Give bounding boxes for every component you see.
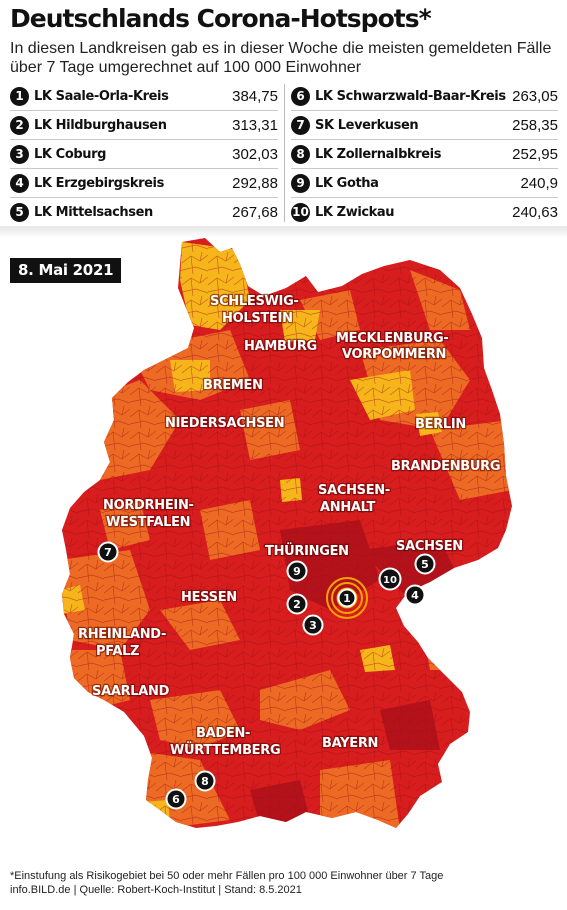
list-item: 6 LK Schwarzwald-Baar-Kreis 263,05 [291,82,558,111]
column-divider [284,84,285,222]
list-item: 1 LK Saale-Orla-Kreis 384,75 [10,82,278,111]
svg-text:5: 5 [421,558,429,571]
incidence-value: 258,35 [512,116,558,134]
rank-badge: 6 [291,86,310,106]
state-label-schleswig-holstein-2: HOLSTEIN [222,311,293,326]
state-label-rheinland-pfalz-1: RHEINLAND- [78,627,166,642]
page-subtitle: In diesen Landkreisen gab es in dieser W… [10,40,552,76]
date-badge: 8. Mai 2021 [10,258,122,283]
state-label-schleswig-holstein-1: SCHLESWIG- [210,294,299,309]
rank-badge: 9 [291,173,310,193]
incidence-value: 252,95 [512,145,558,163]
rank-badge: 10 [291,202,310,222]
district-name: LK Zollernalbkreis [315,146,442,162]
svg-text:1: 1 [343,592,351,605]
state-label-bayern: BAYERN [322,736,378,751]
hotspot-list-left: 1 LK Saale-Orla-Kreis 384,75 2 LK Hildburgh… [10,82,278,227]
state-label-brandenburg: BRANDENBURG [391,459,500,474]
state-label-nrw-2: WESTFALEN [106,515,190,530]
hotspot-marker-8: 8 [194,770,216,792]
svg-text:3: 3 [309,619,317,632]
district-name: LK Zwickau [315,204,395,220]
list-item: 9 LK Gotha 240,9 [291,169,558,198]
hotspot-marker-9: 9 [286,560,308,582]
district-name: LK Schwarzwald-Baar-Kreis [315,88,506,104]
svg-text:8: 8 [201,775,209,788]
list-item: 5 LK Mittelsachsen 267,68 [10,198,278,227]
hotspot-marker-2: 2 [286,593,308,615]
hotspot-marker-3: 3 [302,614,324,636]
svg-text:2: 2 [293,598,301,611]
state-label-niedersachsen: NIEDERSACHSEN [165,416,284,431]
page-title: Deutschlands Corona-Hotspots* [10,4,432,33]
hotspot-marker-1: 1 [337,588,357,608]
footnote: *Einstufung als Risikogebiet bei 50 oder… [10,869,560,897]
incidence-value: 313,31 [232,116,278,134]
hotspot-marker-4: 4 [404,584,426,606]
district-name: SK Leverkusen [315,117,419,133]
rank-badge: 2 [10,115,29,135]
rank-badge: 7 [291,115,310,135]
list-item: 3 LK Coburg 302,03 [10,140,278,169]
district-name: LK Hildburghausen [34,117,167,133]
district-name: LK Coburg [34,146,107,162]
rank-badge: 4 [10,173,29,193]
state-label-sachsen: SACHSEN [396,539,463,554]
svg-text:10: 10 [383,575,397,586]
list-item: 8 LK Zollernalbkreis 252,95 [291,140,558,169]
list-item: 10 LK Zwickau 240,63 [291,198,558,227]
rank-badge: 3 [10,144,29,164]
rank-badge: 5 [10,202,29,222]
state-label-hessen: HESSEN [181,590,237,605]
rank-badge: 8 [291,144,310,164]
svg-text:9: 9 [293,565,301,578]
footnote-definition: *Einstufung als Risikogebiet bei 50 oder… [10,870,444,882]
hotspot-marker-6: 6 [165,788,187,810]
svg-text:4: 4 [411,589,419,602]
state-label-mecklenburg-2: VORPOMMERN [342,347,446,362]
state-label-hamburg: HAMBURG [244,339,317,354]
state-label-thueringen: THÜRINGEN [265,543,349,559]
state-label-baden-wuerttemberg-2: WÜRTTEMBERG [170,742,280,758]
district-name: LK Erzgebirgskreis [34,175,164,191]
state-label-baden-wuerttemberg-1: BADEN- [196,726,250,741]
incidence-value: 302,03 [232,145,278,163]
state-label-rheinland-pfalz-2: PFALZ [96,644,139,659]
hotspot-marker-5: 5 [414,553,436,575]
district-name: LK Mittelsachsen [34,204,153,220]
svg-text:6: 6 [172,793,180,806]
hotspot-list-right: 6 LK Schwarzwald-Baar-Kreis 263,05 7 SK Lev… [291,82,558,227]
state-label-nrw-1: NORDRHEIN- [103,498,194,513]
district-name: LK Saale-Orla-Kreis [34,88,169,104]
list-item: 2 LK Hildburghausen 313,31 [10,111,278,140]
list-item: 7 SK Leverkusen 258,35 [291,111,558,140]
hotspot-marker-7: 7 [97,541,119,563]
germany-map: SCHLESWIG- HOLSTEIN HAMBURG MECKLENBURG-… [62,238,512,828]
svg-text:7: 7 [104,546,112,559]
state-label-bremen: BREMEN [203,378,263,393]
state-label-berlin: BERLIN [415,417,466,432]
incidence-value: 384,75 [232,87,278,105]
incidence-value: 267,68 [232,203,278,221]
state-label-sachsen-anhalt-1: SACHSEN- [318,483,390,498]
rank-badge: 1 [10,86,29,106]
incidence-value: 240,9 [520,174,558,192]
incidence-value: 292,88 [232,174,278,192]
footnote-source: info.BILD.de | Quelle: Robert-Koch-Insti… [10,884,302,896]
state-label-saarland: SAARLAND [92,684,170,699]
hotspot-marker-10: 10 [378,567,402,591]
list-item: 4 LK Erzgebirgskreis 292,88 [10,169,278,198]
incidence-value: 240,63 [512,203,558,221]
berlin-area [416,412,442,436]
state-label-mecklenburg-1: MECKLENBURG- [336,331,448,346]
header-shadow [0,226,567,238]
incidence-value: 263,05 [512,87,558,105]
state-label-sachsen-anhalt-2: ANHALT [320,500,376,515]
district-name: LK Gotha [315,175,379,191]
